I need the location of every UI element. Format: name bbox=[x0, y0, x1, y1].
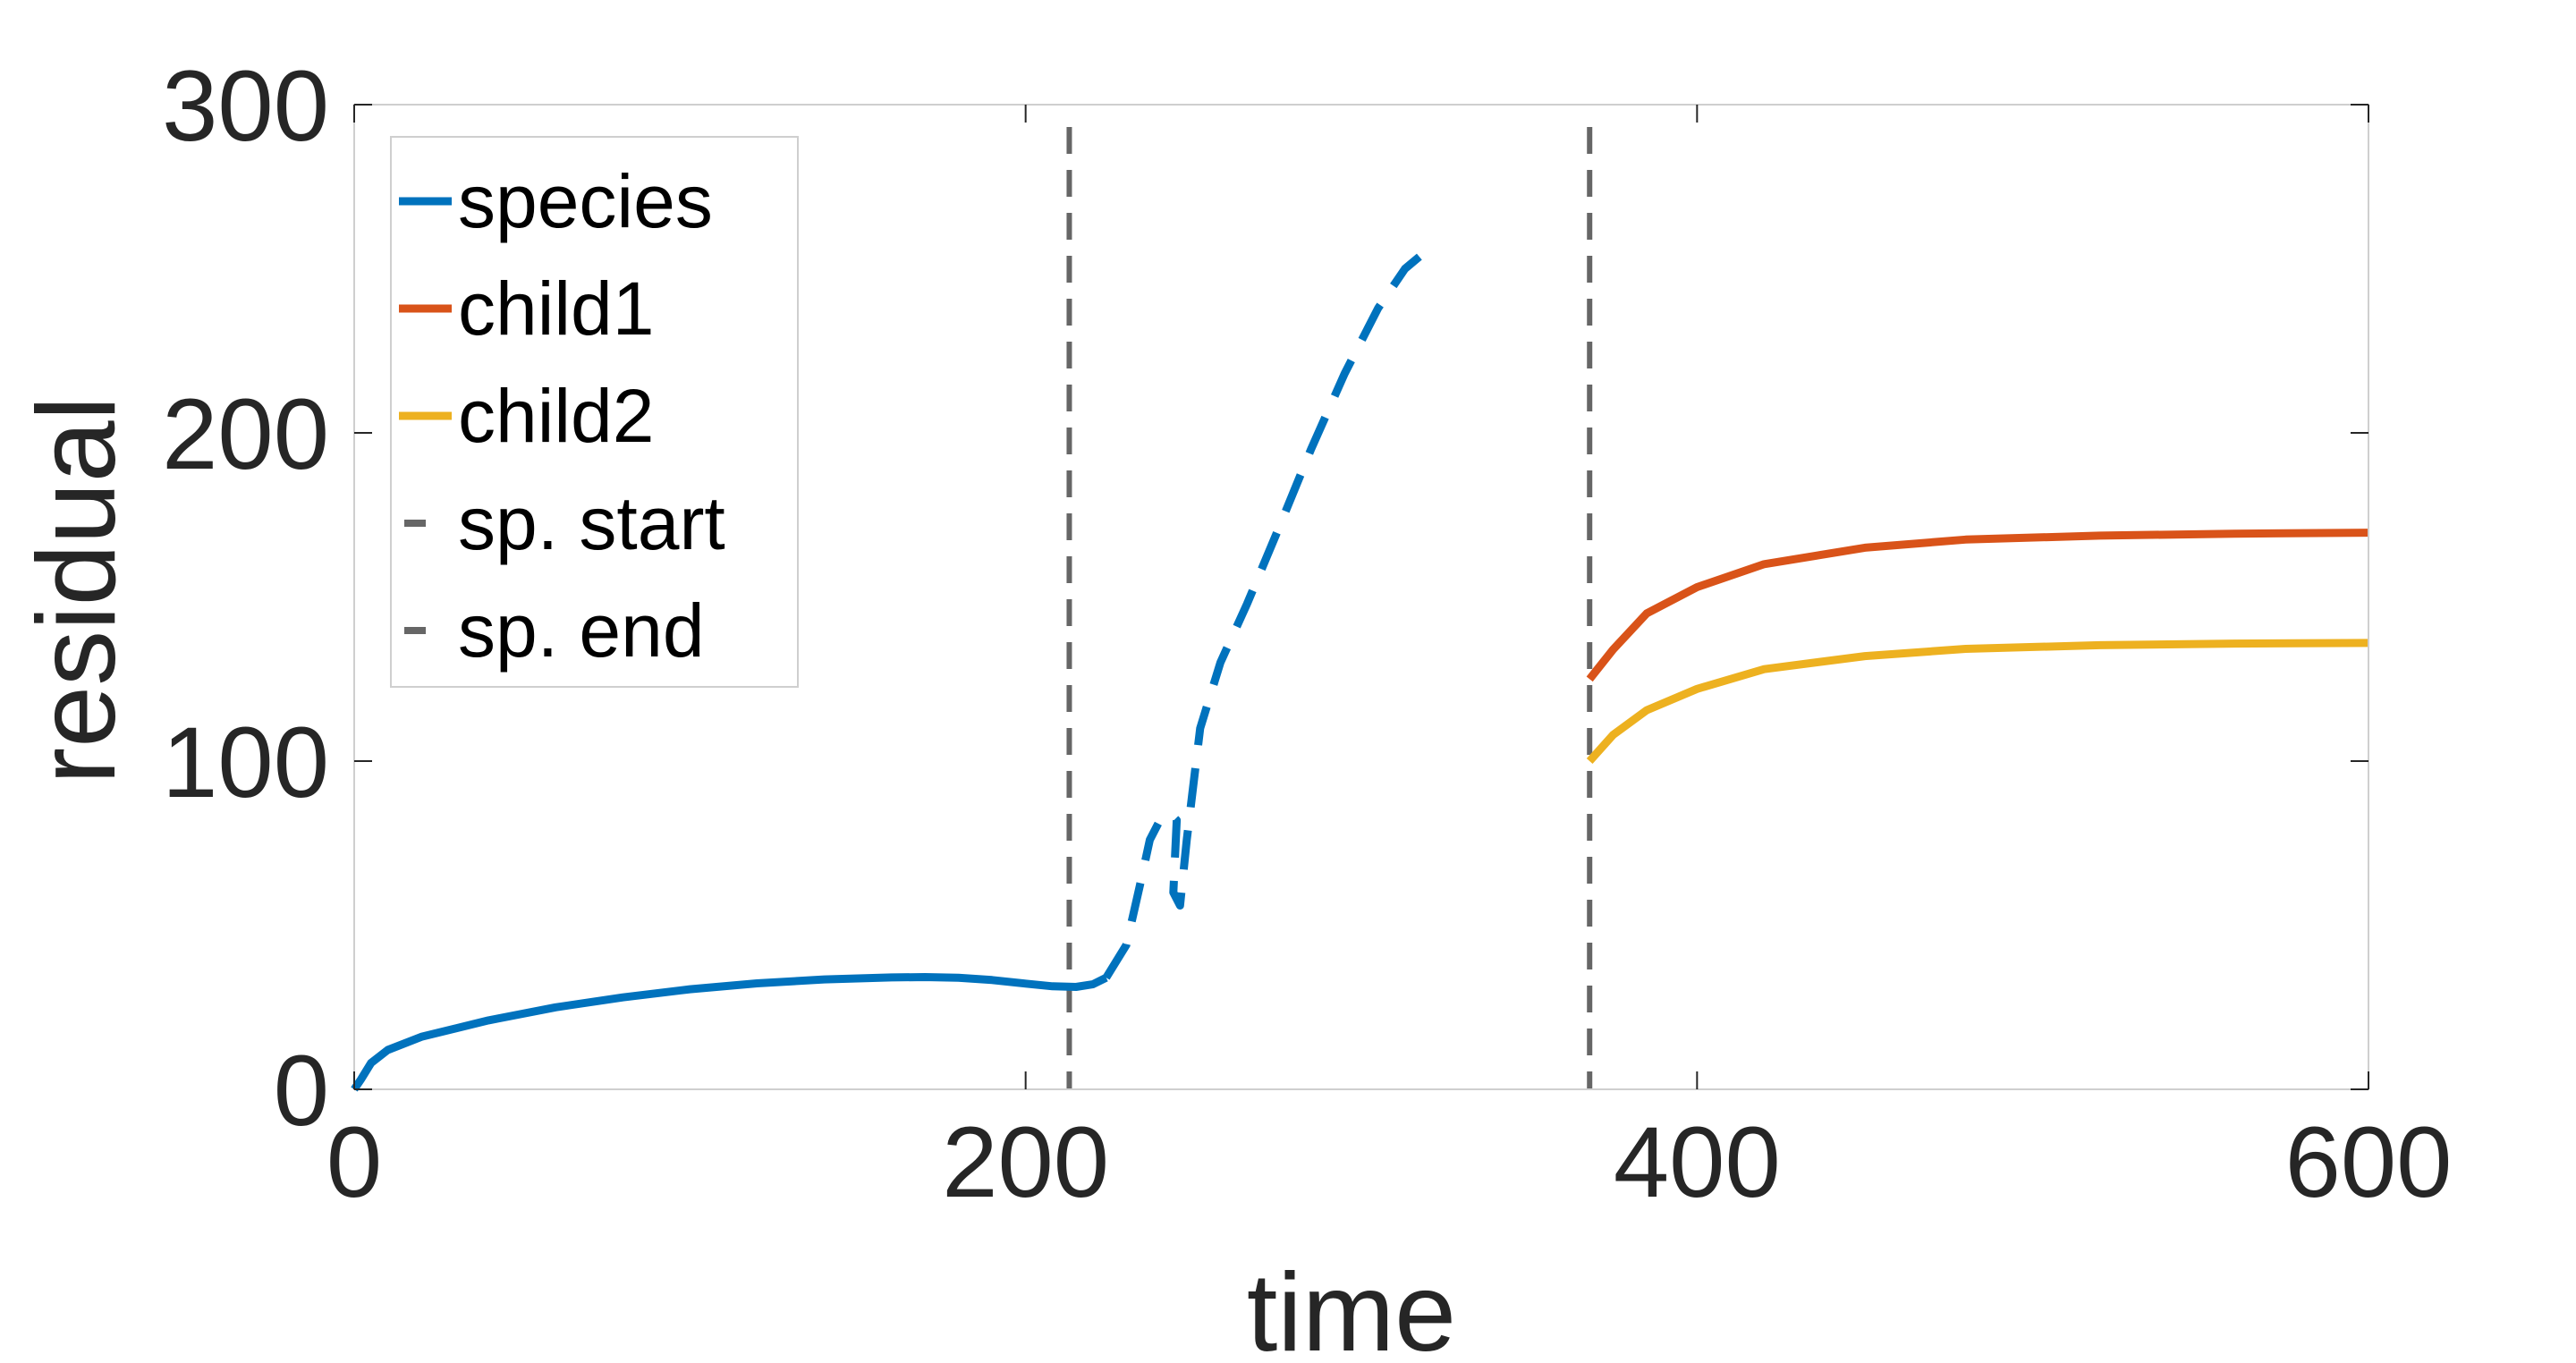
series-line-species bbox=[1102, 246, 1431, 980]
legend-box bbox=[390, 136, 799, 688]
x-axis-title: time bbox=[1247, 1251, 1456, 1363]
legend-label: sp. end bbox=[458, 588, 705, 673]
legend-label: sp. start bbox=[458, 481, 725, 565]
y-tick-label: 200 bbox=[162, 378, 329, 490]
axes-box bbox=[353, 104, 2369, 1090]
plot-area bbox=[351, 127, 2369, 1092]
y-axis-title: residual bbox=[15, 396, 139, 784]
y-tick-label: 300 bbox=[162, 50, 329, 162]
series-line-species bbox=[351, 973, 1108, 1092]
axes: 0 200 400 600 0 100 200 300 bbox=[162, 50, 2452, 1218]
legend-label: child1 bbox=[458, 267, 654, 351]
x-tick-label: 0 bbox=[326, 1106, 382, 1218]
series-line-child2 bbox=[1586, 639, 2369, 765]
legend-label: child2 bbox=[458, 374, 654, 458]
x-tick-label: 400 bbox=[1614, 1106, 1781, 1218]
series-line-child1 bbox=[1586, 529, 2369, 682]
y-tick-label: 0 bbox=[274, 1035, 329, 1147]
legend-label: species bbox=[458, 159, 713, 243]
legend: species child1 child2 sp. start sp. end bbox=[390, 136, 799, 688]
y-tick-label: 100 bbox=[162, 707, 329, 818]
x-tick-label: 200 bbox=[942, 1106, 1109, 1218]
x-tick-label: 600 bbox=[2285, 1106, 2453, 1218]
